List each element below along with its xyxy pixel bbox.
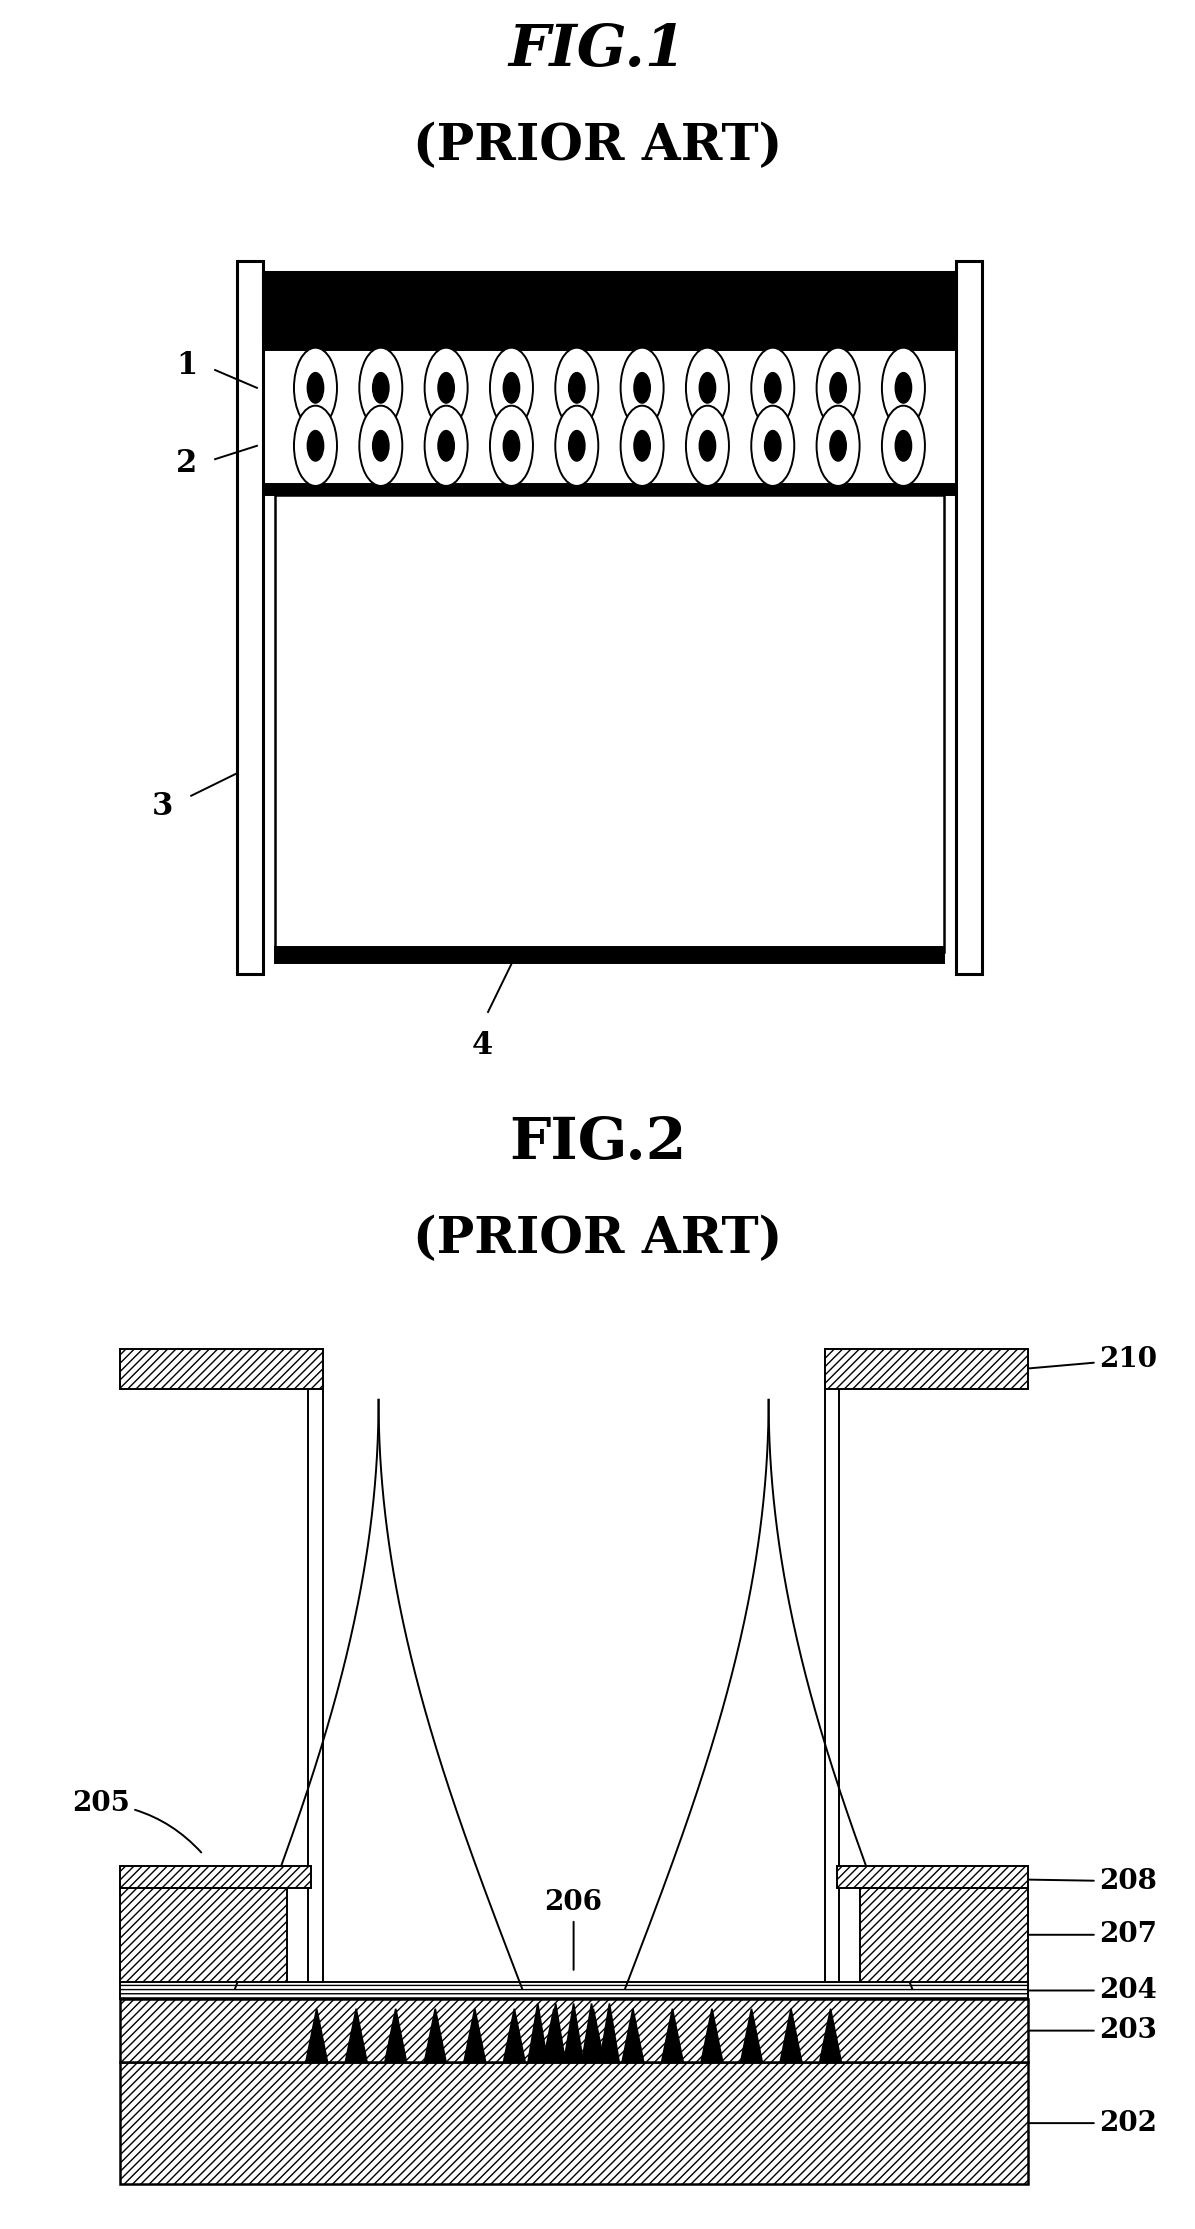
Circle shape — [360, 406, 403, 486]
Circle shape — [307, 372, 324, 403]
Bar — [825, 1349, 839, 1982]
Text: 203: 203 — [1029, 2017, 1157, 2044]
Circle shape — [620, 348, 663, 428]
Circle shape — [569, 372, 586, 403]
Bar — [263, 484, 956, 495]
Bar — [825, 1349, 1028, 1389]
Circle shape — [882, 348, 925, 428]
Text: (PRIOR ART): (PRIOR ART) — [413, 1215, 782, 1264]
Circle shape — [556, 406, 599, 486]
Circle shape — [503, 372, 520, 403]
Circle shape — [765, 430, 782, 461]
Bar — [120, 1982, 1028, 1999]
Text: 204: 204 — [1029, 1977, 1157, 2004]
Polygon shape — [780, 2008, 802, 2062]
Circle shape — [686, 348, 729, 428]
Polygon shape — [546, 2004, 565, 2062]
Circle shape — [373, 372, 390, 403]
Bar — [263, 339, 956, 350]
Circle shape — [437, 372, 454, 403]
Text: 206: 206 — [545, 1890, 602, 1970]
Circle shape — [424, 348, 467, 428]
Circle shape — [829, 430, 846, 461]
Polygon shape — [385, 2008, 406, 2062]
Polygon shape — [543, 2008, 564, 2062]
Circle shape — [752, 406, 795, 486]
Bar — [860, 1888, 1028, 1982]
Circle shape — [620, 406, 663, 486]
Bar — [275, 947, 944, 963]
Circle shape — [765, 372, 782, 403]
Circle shape — [424, 406, 467, 486]
Polygon shape — [701, 2008, 723, 2062]
Circle shape — [633, 372, 650, 403]
Circle shape — [490, 406, 533, 486]
Polygon shape — [820, 2008, 841, 2062]
Text: 3: 3 — [152, 791, 173, 823]
Bar — [308, 1349, 323, 1982]
Circle shape — [752, 348, 795, 428]
Polygon shape — [623, 2008, 644, 2062]
Bar — [237, 261, 263, 974]
Bar — [120, 2062, 1028, 2184]
Bar — [120, 1349, 323, 1389]
Bar — [120, 1888, 287, 1982]
Circle shape — [895, 430, 912, 461]
Bar — [956, 261, 982, 974]
Circle shape — [699, 430, 716, 461]
Text: 210: 210 — [1029, 1346, 1158, 1373]
Polygon shape — [741, 2008, 762, 2062]
Polygon shape — [600, 2004, 619, 2062]
Bar — [120, 1866, 311, 1888]
Circle shape — [294, 348, 337, 428]
Circle shape — [686, 406, 729, 486]
Polygon shape — [464, 2008, 485, 2062]
Circle shape — [360, 348, 403, 428]
Polygon shape — [662, 2008, 684, 2062]
Circle shape — [895, 372, 912, 403]
Text: 2: 2 — [176, 448, 197, 479]
Circle shape — [569, 430, 586, 461]
Circle shape — [816, 348, 859, 428]
Text: 207: 207 — [862, 1921, 1158, 1948]
Circle shape — [437, 430, 454, 461]
Bar — [120, 1999, 1028, 2062]
Circle shape — [882, 406, 925, 486]
Polygon shape — [345, 2008, 367, 2062]
Polygon shape — [306, 2008, 327, 2062]
Polygon shape — [424, 2008, 446, 2062]
Circle shape — [699, 372, 716, 403]
Text: 208: 208 — [862, 1868, 1157, 1895]
Bar — [263, 272, 956, 339]
Polygon shape — [503, 2008, 525, 2062]
Circle shape — [503, 430, 520, 461]
Polygon shape — [583, 2008, 605, 2062]
Text: (PRIOR ART): (PRIOR ART) — [413, 123, 782, 172]
Circle shape — [633, 430, 650, 461]
Polygon shape — [582, 2004, 601, 2062]
Circle shape — [829, 372, 846, 403]
Circle shape — [816, 406, 859, 486]
Circle shape — [556, 348, 599, 428]
Polygon shape — [564, 2004, 583, 2062]
Circle shape — [373, 430, 390, 461]
Bar — [275, 495, 944, 952]
Circle shape — [307, 430, 324, 461]
Text: 205: 205 — [72, 1790, 201, 1852]
Text: 1: 1 — [176, 350, 197, 381]
Polygon shape — [528, 2004, 547, 2062]
Bar — [836, 1866, 1028, 1888]
Text: FIG.1: FIG.1 — [509, 22, 686, 78]
Text: FIG.2: FIG.2 — [509, 1114, 686, 1170]
Circle shape — [490, 348, 533, 428]
Text: 202: 202 — [1029, 2109, 1158, 2138]
Text: 4: 4 — [472, 1030, 492, 1061]
Circle shape — [294, 406, 337, 486]
